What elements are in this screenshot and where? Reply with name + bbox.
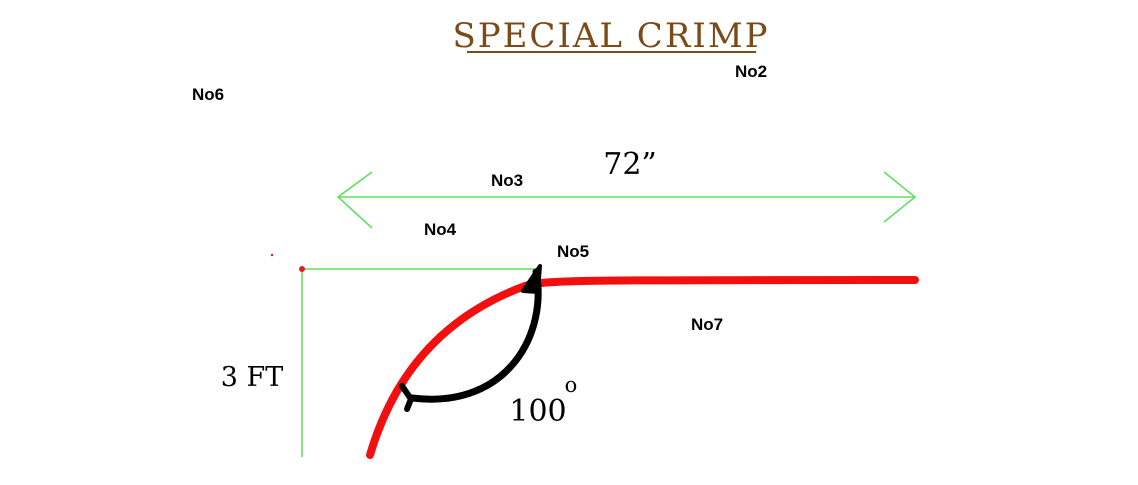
marker-no6: No6 bbox=[192, 85, 224, 104]
width-dimension-left-arrowhead bbox=[336, 171, 373, 229]
width-dimension-right-arrowhead bbox=[883, 171, 917, 223]
height-dimension-label: 3 FT bbox=[221, 362, 284, 393]
angle-arrow-curve bbox=[408, 268, 542, 403]
marker-no5: No5 bbox=[557, 242, 589, 261]
marker-no3: No3 bbox=[491, 171, 523, 190]
angle-arrow-top-head bbox=[521, 264, 542, 294]
marker-no7: No7 bbox=[691, 315, 723, 334]
crimp-profile-curve bbox=[366, 276, 919, 459]
reference-lines bbox=[301, 268, 540, 457]
corner-point-marker bbox=[299, 266, 305, 272]
width-dimension-label: 72” bbox=[603, 147, 657, 182]
stray-point-marker bbox=[270, 253, 274, 257]
width-dimension-arrow bbox=[336, 171, 917, 229]
marker-no4: No4 bbox=[424, 220, 457, 239]
angle-degree-mark: o bbox=[565, 373, 578, 397]
diagram-title: SPECIAL CRIMP bbox=[452, 16, 769, 56]
angle-value-label: 100 bbox=[509, 394, 566, 429]
angle-arrow-bottom-head bbox=[399, 383, 414, 412]
marker-no2: No2 bbox=[735, 62, 767, 81]
